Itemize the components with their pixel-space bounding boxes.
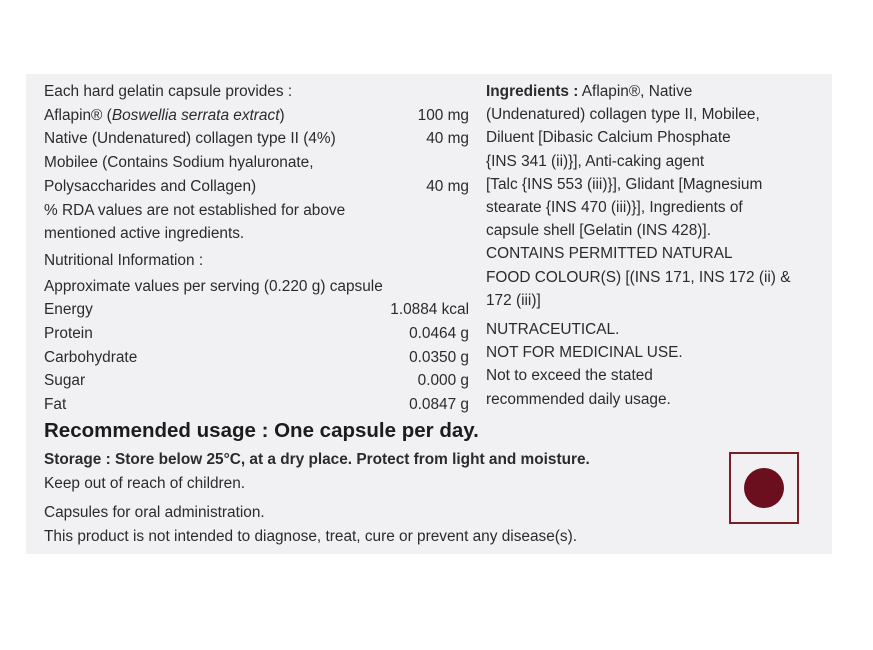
- ingredients-text: Aflapin®, Native: [578, 83, 693, 100]
- rda-note-line2: mentioned active ingredients.: [44, 225, 245, 243]
- ingredients-line: stearate {INS 470 (iii)}], Ingredients o…: [486, 199, 743, 217]
- composition-name: Aflapin® (Boswellia serrata extract): [44, 104, 285, 128]
- oral-administration: Capsules for oral administration.: [44, 504, 265, 521]
- ingredients-line: [Talc {INS 553 (iii)}], Glidant [Magnesi…: [486, 175, 763, 193]
- ingredients-line-1: Ingredients : Aflapin®, Native: [486, 80, 822, 103]
- ingredients-line: capsule shell [Gelatin (INS 428)].: [486, 222, 711, 240]
- nutrition-row-energy: Energy 1.0884 kcal: [44, 298, 469, 322]
- name-suffix: ): [279, 106, 285, 124]
- composition-heading: Each hard gelatin capsule provides :: [44, 83, 293, 100]
- nutrient-label: Protein: [44, 325, 93, 343]
- ingredients-title: Ingredients :: [486, 83, 579, 100]
- nutrition-row-fat: Fat 0.0847 g: [44, 393, 469, 417]
- ingredients-line: (Undenatured) collagen type II, Mobilee,: [486, 106, 760, 124]
- nutrient-label: Energy: [44, 301, 93, 319]
- keep-out-of-reach: Keep out of reach of children.: [44, 475, 246, 492]
- usage-section: Recommended usage : One capsule per day.…: [44, 417, 744, 549]
- composition-name: Polysaccharides and Collagen): [44, 177, 257, 195]
- composition-row-collagen: Native (Undenatured) collagen type II (4…: [44, 127, 469, 151]
- nutraceutical-notes: NUTRACEUTICAL. NOT FOR MEDICINAL USE. No…: [486, 318, 822, 411]
- nutrient-value: 1.0884 kcal: [390, 301, 469, 319]
- composition-row-aflapin: Aflapin® (Boswellia serrata extract) 100…: [44, 104, 469, 128]
- note-line: NOT FOR MEDICINAL USE.: [486, 344, 683, 362]
- composition-name: Native (Undenatured) collagen type II (4…: [44, 130, 336, 148]
- nutrient-label: Fat: [44, 396, 67, 414]
- nutrition-table: Energy 1.0884 kcal Protein 0.0464 g Carb…: [44, 298, 469, 417]
- nutrient-value: 0.0350 g: [409, 348, 469, 366]
- ingredients-line: FOOD COLOUR(S) [(INS 171, INS 172 (ii) &: [486, 268, 791, 286]
- composition-row-mobilee-line2: Polysaccharides and Collagen) 40 mg: [44, 175, 469, 199]
- nutrition-row-carbohydrate: Carbohydrate 0.0350 g: [44, 346, 469, 370]
- rda-note-line1: % RDA values are not established for abo…: [44, 201, 346, 219]
- composition-column: Each hard gelatin capsule provides : Afl…: [44, 80, 469, 417]
- nutrient-value: 0.0464 g: [409, 325, 469, 343]
- composition-qty: 40 mg: [426, 130, 469, 148]
- name-prefix: Aflapin® (: [44, 106, 112, 124]
- note-line: NUTRACEUTICAL.: [486, 321, 620, 339]
- ingredients-line: 172 (iii)]: [486, 291, 541, 309]
- recommended-usage: Recommended usage : One capsule per day.: [44, 419, 479, 442]
- nutrition-row-protein: Protein 0.0464 g: [44, 322, 469, 346]
- label-panel: Each hard gelatin capsule provides : Afl…: [26, 74, 832, 554]
- ingredients-line: CONTAINS PERMITTED NATURAL: [486, 245, 733, 263]
- nutrient-label: Sugar: [44, 372, 86, 390]
- nutrient-label: Carbohydrate: [44, 348, 138, 366]
- composition-qty: 40 mg: [426, 177, 469, 195]
- note-line: Not to exceed the stated: [486, 367, 653, 385]
- ingredients-line: Diluent [Dibasic Calcium Phosphate: [486, 129, 731, 147]
- nutrient-value: 0.0847 g: [409, 396, 469, 414]
- name-italic: Boswellia serrata extract: [111, 106, 280, 124]
- non-veg-mark-icon: [729, 452, 799, 524]
- non-veg-dot-icon: [744, 468, 784, 508]
- storage-instructions: Storage : Store below 25°C, at a dry pla…: [44, 451, 590, 468]
- composition-qty: 100 mg: [417, 106, 469, 124]
- note-line: recommended daily usage.: [486, 390, 671, 408]
- nutrition-heading: Nutritional Information :: [44, 251, 204, 269]
- nutrition-serving: Approximate values per serving (0.220 g)…: [44, 277, 383, 295]
- disclaimer: This product is not intended to diagnose…: [44, 528, 577, 545]
- nutrient-value: 0.000 g: [417, 372, 469, 390]
- ingredients-line: {INS 341 (ii)}], Anti-caking agent: [486, 152, 705, 170]
- composition-row-mobilee-line1: Mobilee (Contains Sodium hyaluronate,: [44, 151, 469, 175]
- ingredients-column: Ingredients : Aflapin®, Native (Undenatu…: [486, 80, 822, 411]
- nutrition-row-sugar: Sugar 0.000 g: [44, 369, 469, 393]
- composition-name: Mobilee (Contains Sodium hyaluronate,: [44, 154, 314, 172]
